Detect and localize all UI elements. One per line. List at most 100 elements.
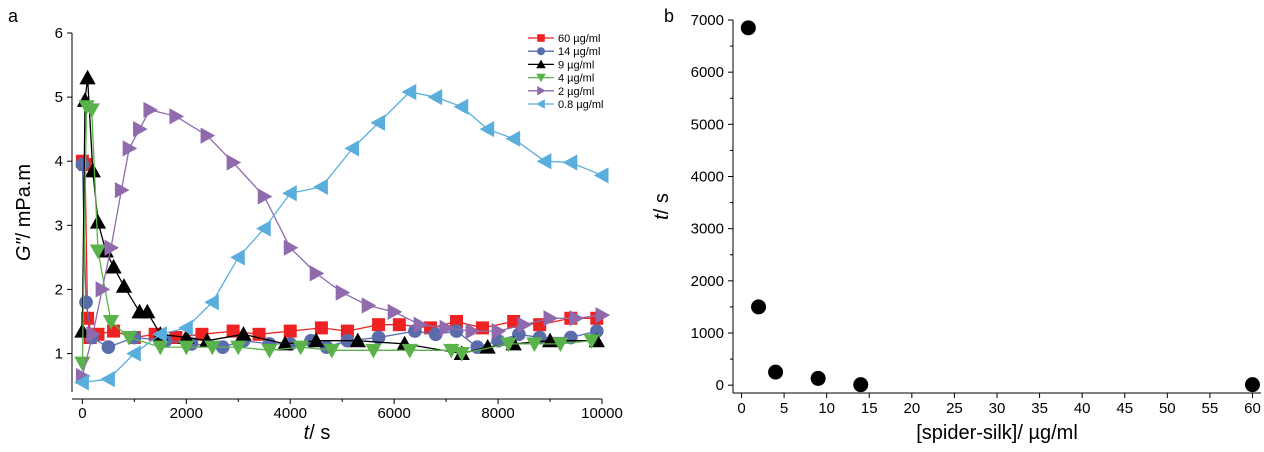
marker-triangle-right xyxy=(335,284,351,301)
marker-triangle-left xyxy=(282,185,297,202)
marker-triangle-right xyxy=(226,154,242,171)
marker-square xyxy=(283,324,297,338)
marker-triangle-right xyxy=(114,181,130,199)
panel-b-chart: b 0 1000 2000 3000 4000 5000 6000 7000 0 5 10 15 20 25… xyxy=(651,6,1261,444)
marker-triangle-right xyxy=(95,281,111,298)
y-tick-label: 3000 xyxy=(691,221,724,238)
legend-label: 0.8 µg/ml xyxy=(558,99,603,111)
marker-triangle-up xyxy=(479,339,496,354)
marker-triangle-up xyxy=(79,69,96,85)
panel-a-x-label: t/ s xyxy=(304,422,331,444)
series-2 xyxy=(74,69,605,361)
marker-triangle-up xyxy=(349,332,366,348)
marker-triangle-left xyxy=(401,83,417,101)
marker-circle xyxy=(537,47,545,56)
marker-triangle-down xyxy=(536,73,546,83)
marker-triangle-up xyxy=(276,335,294,351)
marker-triangle-left xyxy=(204,294,219,311)
marker-square xyxy=(392,318,406,332)
y-tick-label: 7000 xyxy=(691,12,724,29)
series-4 xyxy=(75,101,611,385)
y-tick-label: 5 xyxy=(55,89,63,106)
x-tick-label: 5 xyxy=(780,400,788,417)
marker-triangle-right xyxy=(537,86,546,96)
marker-triangle-down xyxy=(401,343,418,359)
marker-triangle-down xyxy=(230,340,247,356)
marker-square xyxy=(450,314,464,328)
panel-b-x-label: [spider-silk]/ µg/ml xyxy=(916,422,1078,444)
x-tick-label: 6000 xyxy=(377,405,410,422)
y-tick-label: 6000 xyxy=(691,64,724,81)
marker-triangle-left xyxy=(562,154,578,171)
panel-b-y-label: t/ s xyxy=(651,193,673,220)
data-point xyxy=(810,370,826,386)
marker-triangle-down xyxy=(83,103,100,119)
marker-square xyxy=(314,321,328,335)
marker-triangle-left xyxy=(479,121,495,138)
x-tick-label: 4000 xyxy=(274,405,307,422)
series-line xyxy=(81,160,597,339)
marker-triangle-up xyxy=(178,329,195,345)
marker-triangle-down xyxy=(121,331,138,346)
legend-label: 14 µg/ml xyxy=(558,46,600,58)
marker-triangle-right xyxy=(439,319,455,337)
x-tick-label: 10000 xyxy=(581,405,623,422)
x-tick-label: 10 xyxy=(818,400,835,417)
marker-triangle-right xyxy=(104,239,120,256)
x-tick-label: 45 xyxy=(1116,400,1133,417)
marker-triangle-left xyxy=(100,371,115,388)
marker-triangle-right xyxy=(387,303,403,320)
marker-triangle-right xyxy=(569,310,585,327)
marker-triangle-down xyxy=(89,244,107,260)
marker-square xyxy=(372,318,386,332)
marker-triangle-down xyxy=(204,340,221,356)
y-tick-label: 4000 xyxy=(691,169,724,186)
marker-triangle-down xyxy=(292,340,309,356)
marker-triangle-down xyxy=(261,343,278,359)
y-tick-label: 2 xyxy=(55,281,63,298)
marker-triangle-right xyxy=(133,121,148,138)
marker-circle xyxy=(101,340,116,354)
marker-triangle-right xyxy=(543,310,559,327)
marker-triangle-left xyxy=(178,319,193,337)
marker-triangle-down xyxy=(500,337,517,353)
y-tick-label: 1 xyxy=(55,346,63,363)
marker-circle xyxy=(371,330,386,345)
marker-triangle-left xyxy=(370,114,386,131)
marker-square xyxy=(107,324,121,338)
panel-b-points xyxy=(740,20,1260,393)
marker-triangle-down xyxy=(526,337,543,353)
marker-triangle-right xyxy=(86,326,101,343)
marker-triangle-left xyxy=(453,98,469,115)
panel-a-label: a xyxy=(8,6,19,26)
x-tick-label: 8000 xyxy=(481,405,514,422)
y-tick-label: 5000 xyxy=(691,116,724,133)
marker-circle xyxy=(449,324,464,338)
marker-triangle-left xyxy=(427,88,443,106)
legend-label: 60 µg/ml xyxy=(558,33,600,45)
data-point xyxy=(740,20,756,36)
marker-triangle-right xyxy=(413,316,429,333)
marker-triangle-down xyxy=(102,314,120,330)
legend-label: 9 µg/ml xyxy=(558,59,594,71)
x-tick-label: 25 xyxy=(946,400,963,417)
legend-label: 4 µg/ml xyxy=(558,73,594,85)
marker-triangle-right xyxy=(517,316,533,333)
y-tick-label: 0 xyxy=(716,377,724,394)
y-tick-label: 3 xyxy=(55,217,63,234)
series-0 xyxy=(75,154,604,345)
marker-triangle-left xyxy=(344,140,360,157)
data-point xyxy=(853,377,869,393)
x-tick-label: 0 xyxy=(737,400,745,417)
marker-triangle-down xyxy=(552,337,569,353)
x-tick-label: 35 xyxy=(1031,400,1048,417)
y-tick-label: 4 xyxy=(55,153,63,170)
marker-circle xyxy=(428,327,443,342)
marker-triangle-down xyxy=(453,347,470,362)
marker-triangle-up xyxy=(139,303,156,319)
data-point xyxy=(1244,377,1260,393)
marker-triangle-left xyxy=(230,249,245,266)
marker-triangle-left xyxy=(593,167,609,184)
marker-triangle-right xyxy=(257,188,273,205)
x-tick-label: 60 xyxy=(1244,400,1261,417)
